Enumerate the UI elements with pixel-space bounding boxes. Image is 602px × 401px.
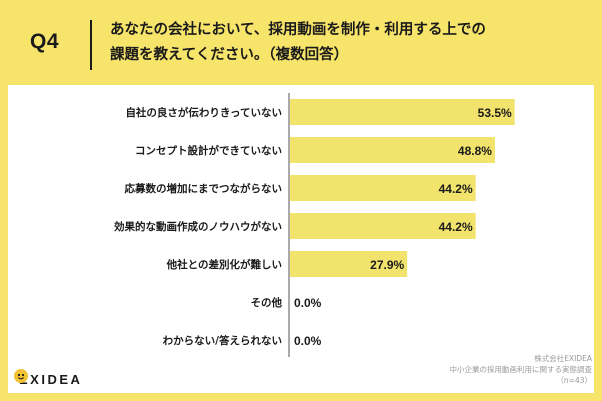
category-label: 自社の良さが伝わりきっていない [125, 106, 282, 119]
category-label: 他社との差別化が難しい [166, 258, 282, 271]
exidea-logo: EXIDEA [14, 369, 82, 389]
category-label: わからない/答えられない [163, 334, 282, 347]
bar [290, 137, 495, 163]
bar [290, 175, 476, 201]
exidea-logo-mark-icon [14, 369, 28, 383]
header-divider [90, 20, 92, 70]
source-sample-size: （n=43） [556, 376, 592, 385]
question-title: あなたの会社において、採用動画を制作・利用する上での 課題を教えてください。（複… [110, 18, 590, 68]
category-label: コンセプト設計ができていない [135, 144, 282, 157]
value-label: 44.2% [439, 220, 473, 234]
question-title-line-1: あなたの会社において、採用動画を制作・利用する上での [110, 22, 486, 38]
category-label: 応募数の増加にまでつながらない [125, 182, 283, 195]
bar [290, 99, 515, 125]
source-survey: 中小企業の採用動画利用に関する実態調査 [449, 365, 593, 374]
question-number: Q4 [30, 30, 60, 53]
value-label: 27.9% [370, 258, 404, 272]
value-label: 0.0% [294, 296, 322, 310]
header: Q4 あなたの会社において、採用動画を制作・利用する上での 課題を教えてください… [0, 0, 602, 84]
category-label: 効果的な動画作成のノウハウがない [114, 220, 282, 233]
value-label: 48.8% [458, 144, 492, 158]
value-label: 53.5% [478, 106, 512, 120]
category-label: その他 [251, 296, 283, 309]
source-company: 株式会社EXIDEA [534, 354, 592, 363]
value-label: 44.2% [439, 182, 473, 196]
bar [290, 251, 408, 277]
logo-text: EXIDEA [19, 371, 83, 387]
source-note: 株式会社EXIDEA 中小企業の採用動画利用に関する実態調査 （n=43） [450, 353, 593, 386]
question-title-line-2: 課題を教えてください。（複数回答） [110, 47, 349, 63]
value-label: 0.0% [294, 334, 322, 348]
bar [290, 213, 476, 239]
